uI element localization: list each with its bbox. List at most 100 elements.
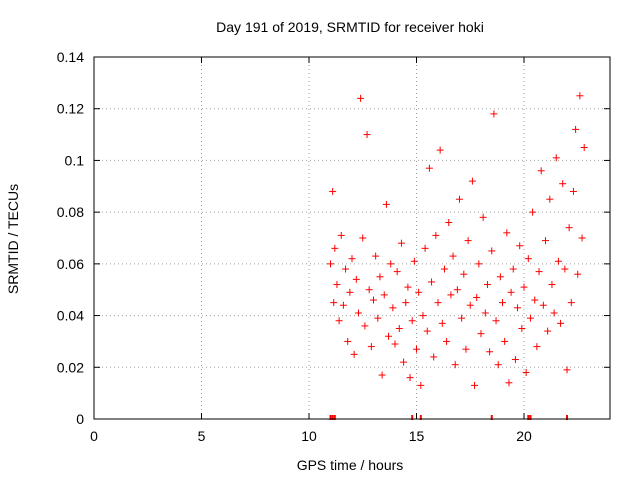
data-point: [330, 299, 338, 307]
data-point: [466, 301, 474, 309]
plot-frame: [93, 56, 611, 420]
data-point: [507, 288, 515, 296]
data-point: [382, 200, 390, 208]
data-point: [327, 260, 334, 268]
data-point: [342, 265, 350, 273]
data-point: [477, 330, 485, 338]
data-point: [337, 231, 345, 239]
data-point: [391, 340, 399, 348]
data-point: [520, 283, 528, 291]
data-point: [569, 187, 577, 195]
data-point: [363, 131, 371, 139]
data-point: [548, 281, 556, 289]
data-point: [423, 327, 431, 335]
y-tick-label: 0: [76, 411, 84, 427]
data-point: [425, 164, 433, 172]
data-point: [380, 291, 388, 299]
data-point: [395, 325, 403, 332]
x-tick-label: 20: [516, 428, 532, 444]
data-point: [539, 301, 547, 309]
data-point: [434, 299, 442, 307]
y-tick-label: 0.12: [57, 101, 84, 117]
data-point: [488, 247, 496, 255]
y-axis-label: SRMTID / TECUs: [5, 184, 21, 294]
data-point: [503, 229, 511, 237]
data-point: [352, 275, 360, 283]
data-point: [333, 281, 341, 289]
data-point: [354, 309, 362, 317]
data-point: [499, 299, 506, 307]
data-point: [458, 314, 466, 322]
data-point: [438, 319, 446, 327]
data-point: [387, 260, 395, 268]
data-point: [331, 244, 339, 252]
data-point: [501, 337, 509, 345]
data-point: [432, 231, 440, 239]
data-point: [483, 281, 491, 289]
y-tick-label: 0.14: [57, 49, 84, 65]
data-point: [348, 255, 356, 263]
y-tick-label: 0.06: [57, 256, 84, 272]
y-tick-label: 0.04: [57, 308, 84, 324]
data-point: [559, 180, 567, 188]
y-tick-label: 0.08: [57, 204, 84, 220]
data-point: [580, 144, 588, 151]
data-point: [445, 218, 453, 226]
data-point: [374, 314, 382, 322]
data-point: [479, 213, 487, 221]
data-point: [505, 379, 513, 387]
data-point: [531, 296, 539, 304]
data-point: [509, 265, 517, 273]
y-tick-label: 0.02: [57, 359, 84, 375]
data-point: [578, 234, 586, 242]
data-point: [554, 257, 562, 265]
data-point: [473, 293, 481, 301]
axis-ticks: 0 5 10 15 20 0 0.02 0.04 0.06 0.08 0.1 0.12 0.14: [57, 49, 610, 444]
data-point: [339, 301, 347, 309]
data-point: [546, 195, 554, 203]
data-point: [492, 317, 500, 325]
data-point: [350, 350, 358, 358]
data-point: [557, 319, 565, 327]
data-point: [393, 268, 401, 276]
data-point: [514, 304, 522, 312]
data-point: [419, 312, 427, 320]
data-point: [511, 356, 519, 364]
data-point: [449, 252, 457, 260]
y-tick-label: 0.1: [65, 152, 85, 168]
data-point: [481, 309, 489, 317]
data-point: [389, 304, 397, 312]
data-point: [561, 265, 569, 273]
data-point: [361, 322, 369, 330]
data-point: [486, 348, 494, 356]
x-tick-label: 5: [198, 428, 206, 444]
x-axis-label: GPS time / hours: [297, 457, 404, 473]
data-point: [529, 208, 537, 216]
data-point: [533, 343, 541, 351]
data-point: [404, 283, 412, 291]
data-point: [436, 146, 444, 154]
data-point: [567, 299, 575, 307]
data-point: [440, 265, 448, 273]
data-point: [385, 332, 393, 340]
data-point: [518, 325, 526, 332]
data-point: [376, 273, 384, 281]
data-point: [413, 345, 420, 353]
data-point: [400, 358, 408, 366]
x-tick-label: 0: [90, 428, 98, 444]
data-point: [462, 345, 470, 353]
data-point: [524, 255, 532, 263]
x-tick-label: 15: [409, 428, 425, 444]
data-point: [372, 252, 380, 260]
data-point: [408, 317, 416, 325]
data-point: [572, 125, 580, 133]
data-point: [329, 187, 337, 195]
data-point: [359, 234, 367, 242]
data-point: [430, 353, 438, 361]
data-point: [542, 237, 549, 245]
data-point: [451, 361, 459, 369]
data-point: [365, 286, 373, 294]
data-points: [327, 92, 588, 420]
data-point: [552, 154, 560, 162]
